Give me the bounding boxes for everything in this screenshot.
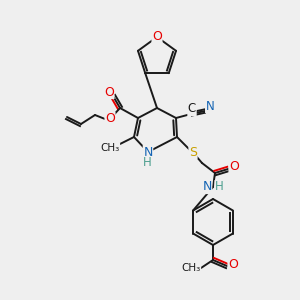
Text: O: O (104, 85, 114, 98)
Text: CH₃: CH₃ (100, 143, 120, 153)
Text: H: H (142, 157, 152, 169)
Text: N: N (202, 181, 212, 194)
Text: O: O (228, 259, 238, 272)
Text: S: S (189, 146, 197, 158)
Text: C: C (188, 103, 196, 116)
Text: H: H (215, 181, 224, 194)
Text: O: O (152, 31, 162, 44)
Text: CH₃: CH₃ (182, 263, 201, 273)
Text: O: O (229, 160, 239, 172)
Text: N: N (206, 100, 214, 112)
Text: O: O (105, 112, 115, 125)
Text: N: N (143, 146, 153, 158)
